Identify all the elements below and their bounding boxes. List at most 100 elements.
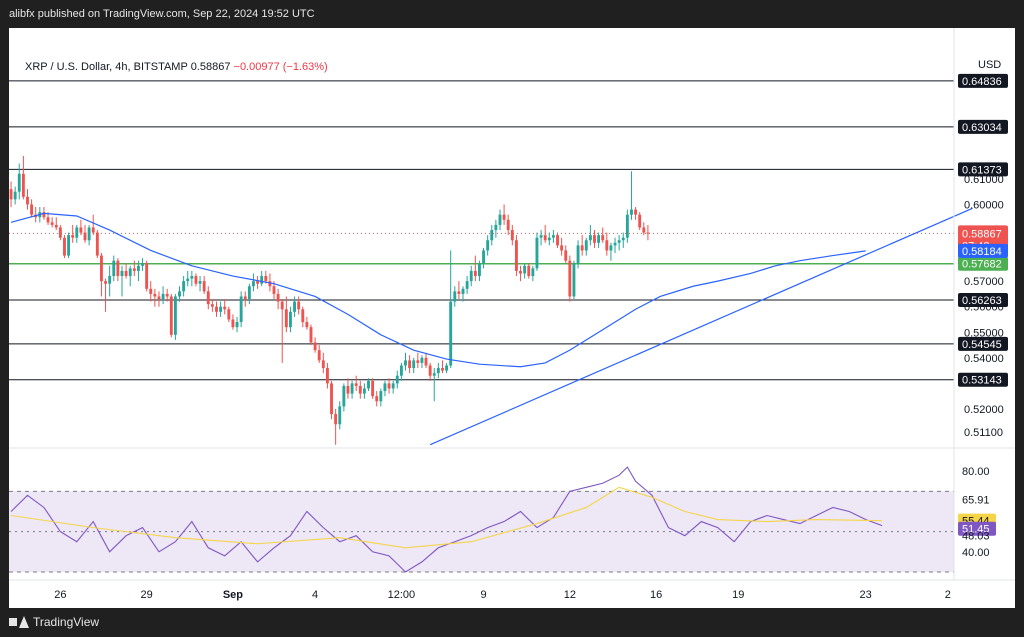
candle-body [67, 235, 71, 256]
candle-body [346, 385, 350, 394]
candle-body [293, 301, 296, 312]
candle-body [252, 281, 255, 287]
candle-body [272, 286, 276, 294]
candle-body [223, 306, 227, 310]
candle-body [79, 227, 83, 233]
last-price: 0.58867 [190, 61, 231, 73]
candle-body [194, 276, 198, 284]
candle-body [268, 281, 272, 287]
moving-average-line [10, 212, 866, 368]
symbol-legend[interactable]: XRP / U.S. Dollar, 4h, BITSTAMP 0.58867 … [25, 61, 328, 73]
candle-body [165, 293, 169, 297]
candle-body [572, 263, 576, 297]
candle-body [136, 265, 140, 271]
chart-panel[interactable]: 0.610000.600000.580000.570000.560000.550… [9, 28, 1015, 608]
candle-body [297, 301, 301, 310]
time-tick-label: 19 [732, 589, 744, 601]
candle-body [30, 204, 34, 215]
candle-body [445, 365, 449, 371]
time-tick-label: 2 [945, 589, 951, 601]
candle-body [436, 368, 440, 374]
candle-body [235, 322, 239, 328]
price-tick-label: 0.51100 [964, 427, 1003, 439]
candle-body [490, 230, 494, 241]
candle-body [104, 281, 107, 284]
candle-body [264, 276, 268, 282]
candle-body [243, 296, 247, 300]
candle-body [95, 232, 99, 256]
time-tick-label: 4 [312, 589, 318, 601]
level-tag [958, 162, 1008, 177]
candle-body [9, 189, 13, 200]
candle-body [613, 242, 617, 246]
candle-body [556, 235, 559, 246]
last-price-tag-label: 0.58867 [962, 228, 1002, 240]
trendline [429, 207, 973, 446]
candle-body [280, 301, 284, 310]
candle-body [391, 383, 395, 389]
candle-body [169, 296, 173, 335]
rsi-tag-label: 51.45 [962, 524, 990, 536]
level-tag-label: 0.63034 [962, 122, 1002, 134]
tradingview-logo[interactable]: TradingView [9, 615, 99, 629]
candle-body [358, 385, 362, 394]
candle-body [408, 360, 412, 369]
candle-body [309, 327, 313, 343]
candle-body [182, 281, 186, 292]
price-tick-label: 0.54000 [964, 353, 1004, 365]
candle-body [153, 293, 157, 297]
candle-body [21, 173, 25, 197]
candle-body [284, 309, 288, 328]
symbol-title[interactable]: XRP / U.S. Dollar, 4h, BITSTAMP [25, 61, 188, 73]
candle-body [330, 383, 333, 415]
price-tick-label: 0.55000 [964, 327, 1004, 339]
candle-body [334, 414, 338, 425]
axes: 0.610000.600000.580000.570000.560000.550… [9, 28, 1015, 601]
candle-body [482, 250, 485, 264]
candle-body [219, 306, 223, 312]
price-tick-label: 0.52000 [964, 404, 1004, 416]
candle-body [424, 357, 428, 366]
footer-bar: TradingView [0, 608, 1024, 637]
candle-body [87, 227, 91, 241]
candle-body [494, 224, 498, 231]
time-tick-label: 16 [650, 589, 662, 601]
price-pane [9, 80, 973, 446]
candle-body [465, 281, 469, 289]
chart-svg[interactable]: 0.610000.600000.580000.570000.560000.550… [9, 28, 1015, 608]
ma-tag-label: 0.58184 [962, 246, 1002, 258]
candle-body [321, 360, 325, 369]
candle-body [128, 268, 132, 277]
candle-body [301, 309, 305, 323]
candle-body [83, 232, 87, 241]
candle-body [13, 191, 17, 200]
candle-body [231, 319, 235, 328]
candle-body [313, 342, 317, 351]
candle-body [371, 380, 375, 397]
price-change: −0.00977 (−1.63%) [233, 61, 328, 73]
candle-body [621, 237, 625, 241]
candle-body [457, 291, 461, 294]
currency-label[interactable]: USD [978, 59, 1002, 71]
candle-body [26, 196, 29, 205]
candle-body [289, 311, 292, 328]
candle-body [75, 227, 79, 238]
candle-body [379, 391, 383, 402]
time-tick-label: 12:00 [388, 589, 416, 601]
candle-body [342, 385, 346, 407]
candle-body [634, 209, 638, 215]
candle-body [132, 268, 136, 271]
candle-body [564, 250, 568, 261]
candle-body [63, 237, 66, 256]
candle-body [609, 245, 613, 251]
candle-body [91, 227, 95, 233]
candle-body [560, 245, 564, 251]
candle-body [178, 291, 181, 297]
candle-body [71, 235, 75, 238]
level-tag [958, 292, 1008, 307]
candle-body [473, 270, 477, 277]
price-tick-label: 0.57000 [964, 276, 1004, 288]
candle-body [124, 270, 128, 277]
candle-body [50, 222, 54, 225]
rsi-tag [958, 521, 996, 536]
